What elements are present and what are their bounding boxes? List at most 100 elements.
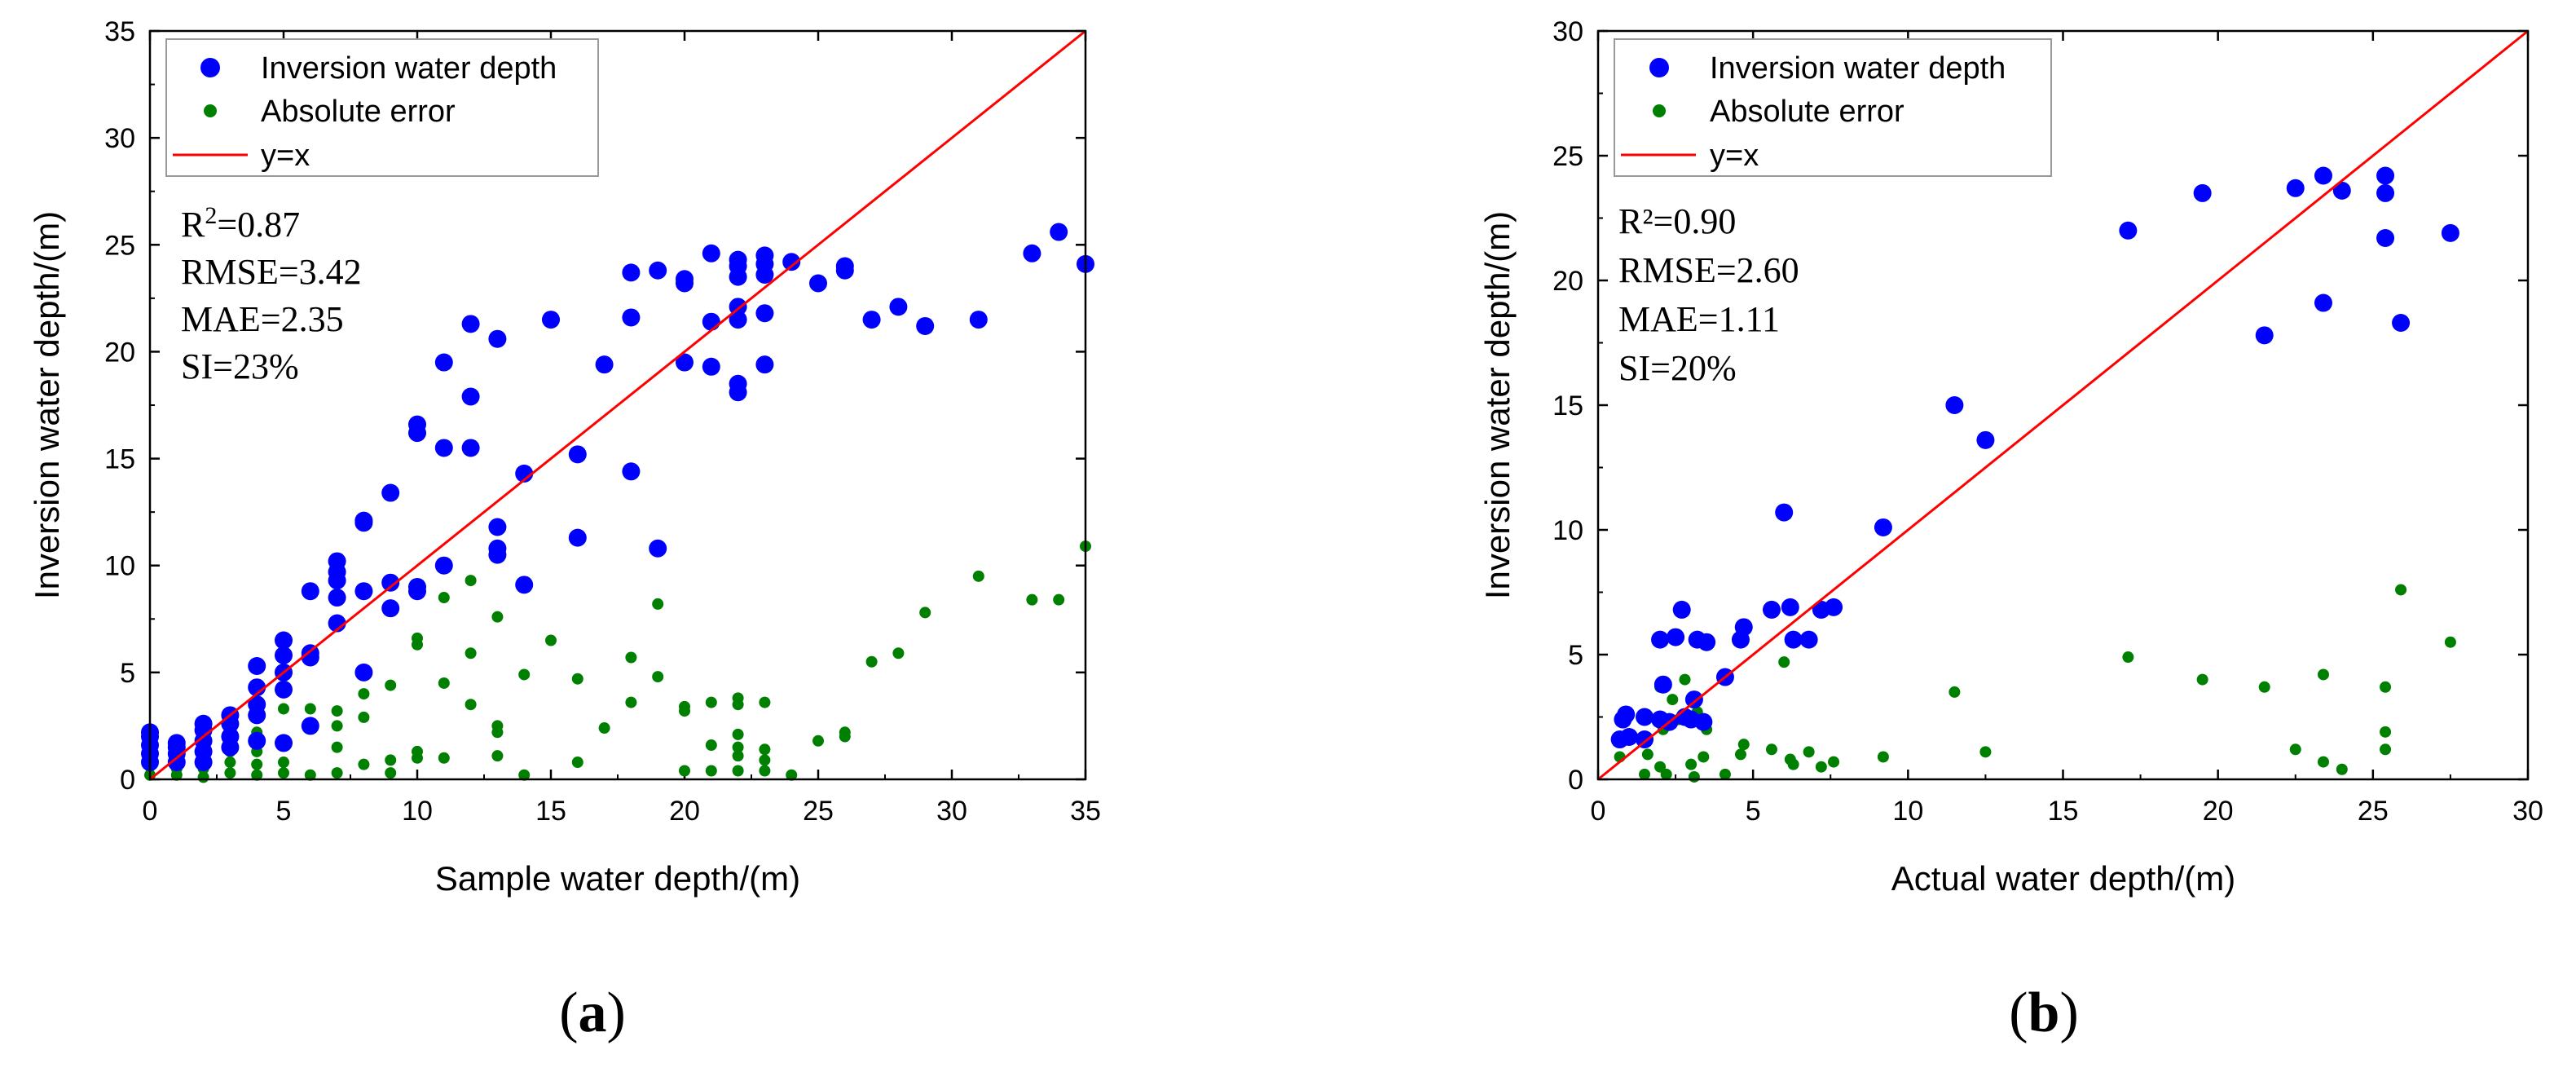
absolute-error-point xyxy=(652,598,664,610)
inversion-depth-point xyxy=(275,646,293,664)
absolute-error-point xyxy=(331,741,343,753)
inversion-depth-point xyxy=(2332,181,2351,200)
inversion-depth-point xyxy=(1636,730,1654,749)
y-tick-label: 25 xyxy=(104,230,135,261)
absolute-error-point xyxy=(518,769,531,781)
x-tick-label: 20 xyxy=(2203,796,2234,827)
inversion-depth-point xyxy=(622,263,641,282)
absolute-error-point xyxy=(1685,758,1698,770)
inversion-depth-point xyxy=(434,439,453,457)
inversion-depth-point xyxy=(622,462,641,481)
y-tick-label: 35 xyxy=(104,16,135,47)
absolute-error-point xyxy=(2317,668,2329,681)
stat-si: SI=23% xyxy=(181,346,299,386)
inversion-depth-point xyxy=(2314,293,2332,312)
inversion-depth-point xyxy=(408,415,426,434)
absolute-error-point xyxy=(278,767,289,779)
absolute-error-point xyxy=(2258,681,2270,693)
inversion-depth-point xyxy=(782,253,801,271)
absolute-error-point xyxy=(679,765,690,777)
absolute-error-point xyxy=(465,647,477,660)
inversion-depth-point xyxy=(408,577,426,596)
absolute-error-point xyxy=(1737,739,1750,751)
inversion-depth-point xyxy=(381,599,400,618)
inversion-depth-point xyxy=(354,663,373,682)
absolute-error-point xyxy=(732,692,744,704)
absolute-error-point xyxy=(385,754,397,766)
absolute-error-point xyxy=(304,703,316,715)
x-tick-label: 10 xyxy=(1892,796,1923,827)
absolute-error-point xyxy=(1719,768,1731,780)
x-tick-label: 5 xyxy=(276,796,292,827)
absolute-error-point xyxy=(438,677,450,689)
y-tick-label: 0 xyxy=(120,765,135,796)
inversion-depth-point xyxy=(755,246,774,265)
y-axis-label: Inversion water depth/(m) xyxy=(28,211,66,599)
x-tick-label: 10 xyxy=(402,796,433,827)
absolute-error-point xyxy=(465,575,477,587)
inversion-depth-point xyxy=(676,353,694,372)
stat-r2: R2=0.87 xyxy=(181,202,300,245)
absolute-error-point xyxy=(491,750,504,762)
legend-marker-error xyxy=(1653,104,1666,117)
inversion-depth-point xyxy=(2193,183,2212,202)
inversion-depth-point xyxy=(809,274,827,293)
y-axis-label: Inversion water depth/(m) xyxy=(1478,211,1517,599)
absolute-error-point xyxy=(1979,746,1992,758)
inversion-depth-point xyxy=(595,355,614,374)
inversion-depth-point xyxy=(2441,223,2459,242)
absolute-error-point xyxy=(625,651,637,664)
panel-label: (b) xyxy=(2009,982,2079,1044)
y-tick-label: 5 xyxy=(120,658,135,689)
absolute-error-point xyxy=(732,728,744,740)
absolute-error-point xyxy=(385,679,397,691)
absolute-error-point xyxy=(331,705,343,717)
inversion-depth-point xyxy=(1667,628,1685,646)
inversion-depth-point xyxy=(461,439,480,457)
legend-label-inversion: Inversion water depth xyxy=(1710,51,2006,86)
inversion-depth-point xyxy=(248,656,266,675)
inversion-depth-point xyxy=(1698,633,1716,651)
absolute-error-point xyxy=(625,696,637,708)
stats-annotation: R²=0.90 RMSE=2.60 MAE=1.11 SI=20% xyxy=(1618,201,1799,388)
legend-label-error: Absolute error xyxy=(1710,95,1904,129)
inversion-depth-point xyxy=(301,582,319,601)
absolute-error-point xyxy=(865,655,878,668)
inversion-depth-point xyxy=(354,582,373,601)
absolute-error-point xyxy=(358,711,370,723)
absolute-error-point xyxy=(1688,770,1700,783)
y-tick-label: 10 xyxy=(104,551,135,582)
inversion-depth-point xyxy=(889,298,908,316)
inversion-depth-point xyxy=(1694,712,1713,731)
inversion-depth-point xyxy=(1734,618,1753,637)
absolute-error-point xyxy=(972,570,984,582)
inversion-depth-point xyxy=(1620,727,1639,746)
absolute-error-point xyxy=(1026,593,1038,606)
panel-a: 0 5 10 15 20 25 30 35 0 5 10 15 20 25 30 35 Inversion … xyxy=(28,16,1101,1044)
y-tick-label: 5 xyxy=(1568,640,1583,671)
absolute-error-point xyxy=(1679,673,1691,686)
inversion-depth-point xyxy=(729,311,747,329)
inversion-depth-point xyxy=(248,731,266,750)
x-tick-label: 25 xyxy=(2358,796,2389,827)
y-tick-label: 25 xyxy=(1552,141,1583,172)
absolute-error-point xyxy=(358,688,370,700)
inversion-depth-point xyxy=(2376,183,2395,202)
absolute-error-point xyxy=(304,769,316,781)
absolute-error-point xyxy=(1639,768,1651,780)
absolute-error-point xyxy=(679,700,690,712)
inversion-depth-point xyxy=(434,556,453,575)
x-tick-label: 35 xyxy=(1070,796,1101,827)
inversion-depth-point xyxy=(2255,326,2274,345)
inversion-depth-point xyxy=(1874,518,1892,536)
x-tick-label: 5 xyxy=(1746,796,1761,827)
inversion-depth-point xyxy=(167,734,186,752)
inversion-depth-points xyxy=(1610,166,2459,749)
absolute-error-point xyxy=(2380,743,2392,756)
absolute-error-point xyxy=(1949,686,1961,698)
inversion-depth-point xyxy=(568,445,587,464)
absolute-error-point xyxy=(412,632,423,644)
y-tick-labels: 0 5 10 15 20 25 30 35 xyxy=(104,16,135,796)
inversion-depth-point xyxy=(1636,708,1654,726)
